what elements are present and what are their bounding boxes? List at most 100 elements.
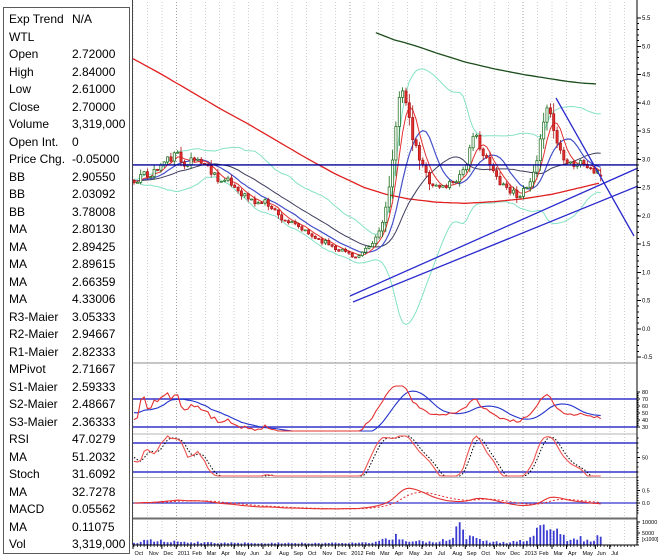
indicator-label: MA xyxy=(9,449,27,464)
sma10-line xyxy=(134,129,601,254)
month-label: Apr xyxy=(395,551,404,557)
indicator-label: Exp Trend xyxy=(9,12,64,26)
indicator-row: High 2.84000 xyxy=(4,64,129,82)
indicator-label: RSI xyxy=(9,432,30,446)
month-label: 2011 xyxy=(178,551,190,557)
axis-tick-label: 4.0 xyxy=(642,101,651,107)
indicator-row: MA 2.89425 xyxy=(4,239,129,257)
stoch-k-line xyxy=(133,435,601,477)
axis-tick-label: 50 xyxy=(642,411,648,417)
month-label: Mar xyxy=(554,551,564,557)
indicator-label: BB xyxy=(9,204,26,219)
indicator-label: Open xyxy=(9,47,39,61)
indicator-label: BB xyxy=(9,187,26,201)
ma-long-green-line xyxy=(375,32,597,85)
axis-tick-label: 50 xyxy=(642,456,648,462)
indicator-value: 2.89615 xyxy=(72,257,116,271)
month-label: 2013 xyxy=(525,551,537,557)
month-label: Oct xyxy=(135,551,144,557)
long-term-moving-averages xyxy=(132,32,600,204)
indicator-value: 3.05333 xyxy=(72,309,116,324)
month-label: Nov xyxy=(496,551,506,557)
indicator-row: Stoch 31.6092 xyxy=(4,466,129,484)
macd-signal-line xyxy=(134,491,601,510)
bollinger-upper-band xyxy=(133,68,601,235)
month-label: Oct xyxy=(481,551,490,557)
bollinger-bands xyxy=(133,68,601,326)
indicator-label: MPivot xyxy=(9,362,46,376)
indicator-row: R3-Maier 3.05333 xyxy=(4,309,129,327)
indicator-label: Volume xyxy=(9,117,50,131)
indicator-label: R3-Maier xyxy=(9,309,59,324)
axis-tick-label: 1.0 xyxy=(642,270,651,276)
axis-tick-label: 0.5 xyxy=(642,489,650,495)
indicator-row: MA 0.11075 xyxy=(4,519,129,537)
indicator-row: Exp Trend N/A xyxy=(4,11,129,29)
month-label: Jul xyxy=(611,551,618,557)
indicator-value: 2.89425 xyxy=(72,239,116,254)
candlesticks-layer xyxy=(132,87,603,259)
indicator-label: BB xyxy=(9,169,26,184)
indicator-value: 4.33006 xyxy=(72,292,116,306)
month-label: Jun xyxy=(424,551,433,557)
indicator-value: 2.66359 xyxy=(72,274,116,289)
month-label: May xyxy=(409,551,420,557)
indicator-label: Close xyxy=(9,99,40,114)
axis-tick-label: 3.5 xyxy=(642,129,651,135)
indicator-label: MA xyxy=(9,257,27,271)
indicator-row: BB 3.78008 xyxy=(4,204,129,222)
indicator-row: S3-Maier 2.36333 xyxy=(4,414,129,432)
axis-tick-label: [x1000] xyxy=(642,537,659,543)
indicator-row: MA 32.7278 xyxy=(4,484,129,502)
indicator-row: RSI 47.0279 xyxy=(4,431,129,449)
indicator-label: S3-Maier xyxy=(9,414,58,429)
month-label: Mar xyxy=(380,551,390,557)
indicator-value: 0.05562 xyxy=(72,502,116,516)
indicator-row: MA 51.2032 xyxy=(4,449,129,467)
indicator-value: 2.71667 xyxy=(72,362,116,376)
macd-line xyxy=(133,487,601,510)
axis-tick-label: 0.5 xyxy=(642,299,651,305)
month-label: Aug xyxy=(452,551,462,557)
indicator-label: MA xyxy=(9,274,27,289)
stochastic-panel xyxy=(133,435,637,477)
indicator-row: BB 2.03092 xyxy=(4,186,129,204)
macd-panel xyxy=(133,487,637,510)
indicator-label: R2-Maier xyxy=(9,327,59,341)
indicator-label: MA xyxy=(9,519,27,534)
indicator-value: 2.90550 xyxy=(72,169,116,184)
axis-tick-label: 5.0 xyxy=(642,44,651,50)
month-label: Sep xyxy=(293,551,303,557)
trendline-3 xyxy=(555,97,635,237)
indicator-value: 2.48667 xyxy=(72,397,116,411)
sma5-line xyxy=(133,106,601,256)
month-label: Nov xyxy=(322,551,332,557)
month-label: Dec xyxy=(510,551,520,557)
time-axis-labels: Oct Nov Dec 2011 Feb Mar Apr May Jun Jul Aug Sep Oct… xyxy=(132,545,635,557)
axis-tick-label: 30 xyxy=(642,425,648,431)
indicator-row: R2-Maier 2.94667 xyxy=(4,326,129,344)
axis-tick-label: 5.5 xyxy=(642,16,651,22)
axis-tick-label: 70 xyxy=(642,397,648,403)
indicator-label: Open Int. xyxy=(9,134,59,149)
indicator-value: 47.0279 xyxy=(72,432,116,446)
indicator-label: High xyxy=(9,64,34,79)
indicator-value: 2.82333 xyxy=(72,344,116,359)
axis-tick-label: 60 xyxy=(642,404,648,410)
indicator-row: MPivot 2.71667 xyxy=(4,361,129,379)
month-label: Jul xyxy=(265,551,272,557)
month-label: Apr xyxy=(221,551,230,557)
month-label: Dec xyxy=(337,551,347,557)
indicator-value: 2.72000 xyxy=(72,47,116,61)
axis-tick-label: 40 xyxy=(642,418,648,424)
indicator-row: Vol 3,319,000 xyxy=(4,536,129,554)
month-label: Jul xyxy=(438,551,445,557)
indicator-label: WTL xyxy=(9,29,35,44)
indicator-value: 51.2032 xyxy=(72,449,116,464)
indicator-value: 2.84000 xyxy=(72,64,116,79)
indicator-row: Close 2.70000 xyxy=(4,99,129,117)
indicator-value xyxy=(72,29,129,47)
indicator-value: 32.7278 xyxy=(72,484,116,499)
